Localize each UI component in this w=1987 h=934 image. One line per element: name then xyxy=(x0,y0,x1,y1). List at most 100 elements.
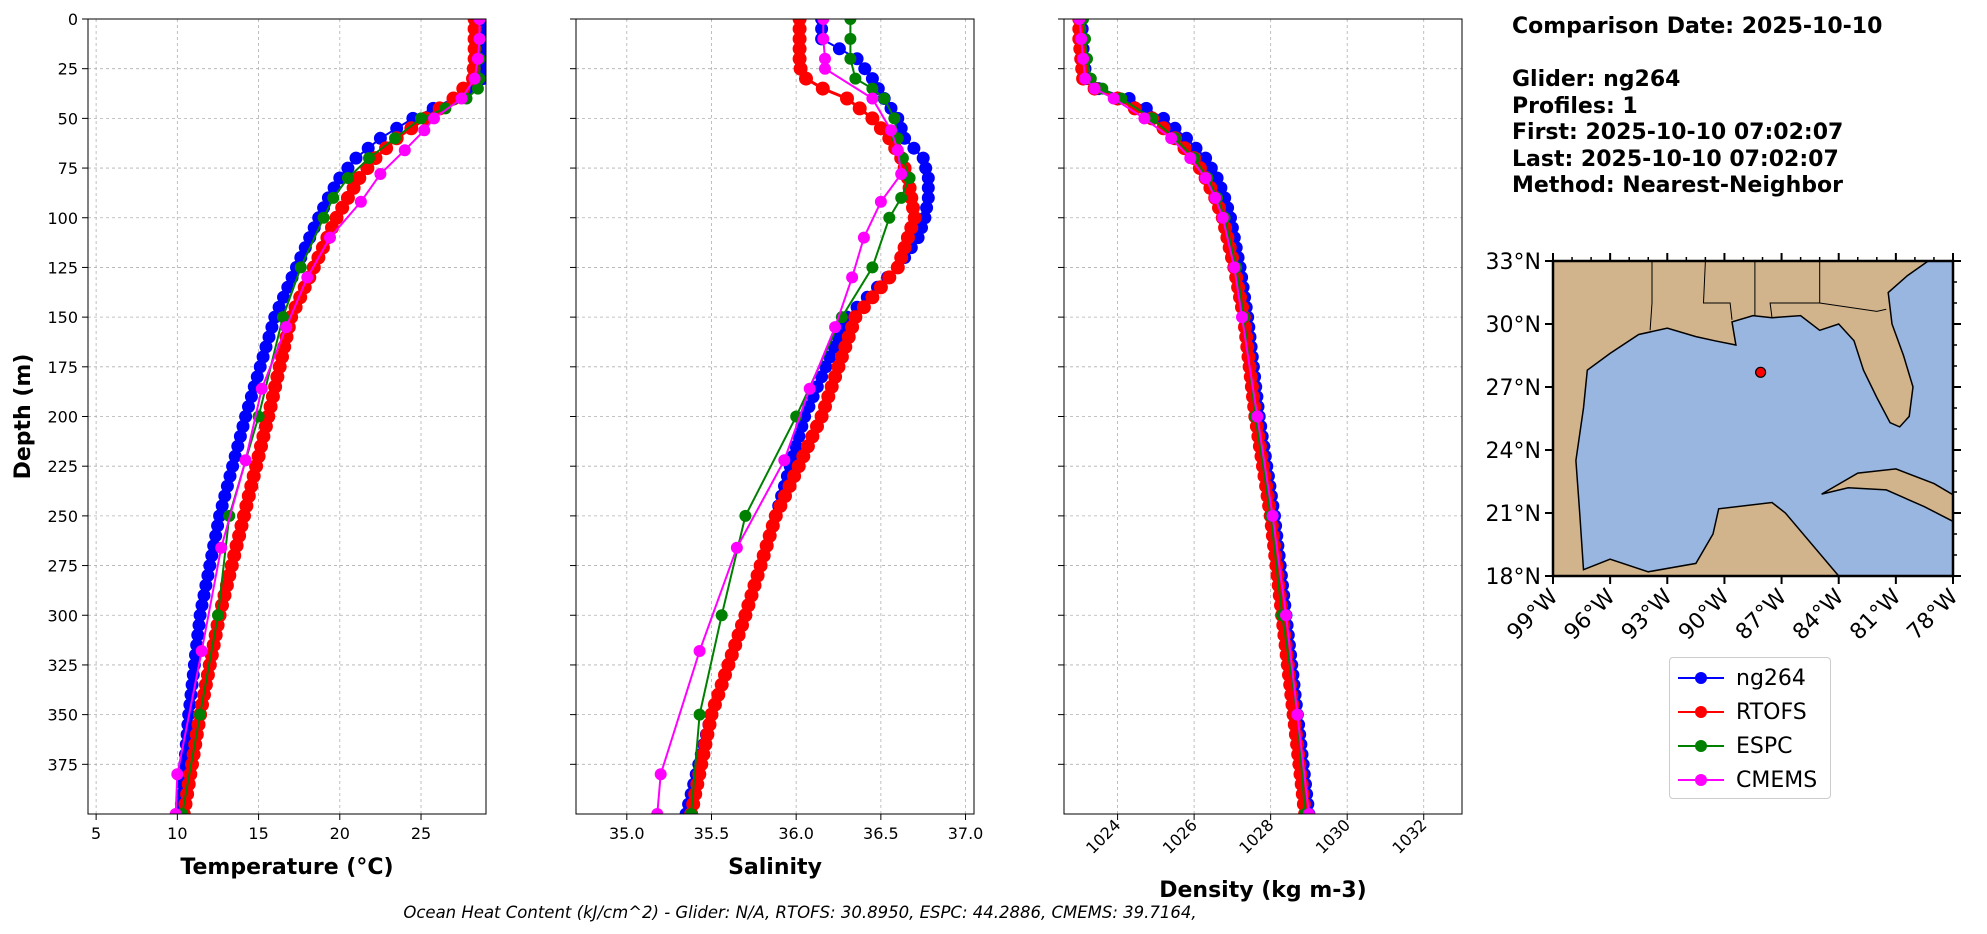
series-ng264-point xyxy=(361,141,375,155)
swatch-marker xyxy=(1695,774,1707,786)
series-cmems-point xyxy=(1075,32,1088,45)
x-axis-label: Temperature (°C) xyxy=(180,855,393,880)
state-border xyxy=(1769,261,1821,318)
cuba xyxy=(1821,468,1953,523)
swatch-marker xyxy=(1695,706,1707,718)
series-cmems-point xyxy=(1266,509,1279,522)
series-ng264-point xyxy=(259,340,273,354)
series-rtofs-point xyxy=(852,101,867,116)
series-ng264-point xyxy=(199,578,213,592)
series-ng264-point xyxy=(265,320,279,334)
series-cmems-point xyxy=(169,808,182,814)
series-ng264-point xyxy=(341,161,355,175)
lon-tick-label: 78°W xyxy=(1903,584,1964,645)
series-cmems-point xyxy=(239,454,252,467)
series-cmems-point xyxy=(651,808,664,814)
series-ng264-point xyxy=(191,628,205,642)
last-time: Last: 2025-10-10 07:02:07 xyxy=(1512,146,1839,172)
grid xyxy=(88,18,486,814)
series-espc-point xyxy=(878,92,891,105)
series-cmems-point xyxy=(874,195,887,208)
y-tick-label: 325 xyxy=(47,656,78,675)
lon-tick-label: 81°W xyxy=(1845,584,1906,645)
x-tick-label: 1032 xyxy=(1388,815,1430,857)
series-cmems-point xyxy=(829,321,842,334)
series-cmems-point xyxy=(846,271,859,284)
ocean xyxy=(1575,261,1953,576)
series-espc-point xyxy=(888,112,901,125)
series-ng264-point xyxy=(919,161,933,175)
series-rtofs-point xyxy=(1073,41,1088,56)
series-ng264-point xyxy=(226,459,240,473)
series-espc-point xyxy=(389,132,401,145)
series-ng264-point xyxy=(250,370,264,384)
lon-tick-label: 84°W xyxy=(1788,584,1849,645)
series-ng264-point xyxy=(242,400,255,414)
x-tick-label: 36.5 xyxy=(863,824,899,843)
lat-tick-label: 21°N xyxy=(1486,502,1541,527)
series-espc-point xyxy=(693,708,706,721)
series-cmems-point xyxy=(866,92,879,105)
series-ng264-point xyxy=(1168,121,1182,135)
series-cmems-point xyxy=(778,454,791,467)
series-cmems xyxy=(651,19,908,814)
series-rtofs-point xyxy=(865,111,880,126)
comparison-info: Comparison Date: 2025-10-10 Glider: ng26… xyxy=(1512,14,1882,200)
series-rtofs-point xyxy=(815,81,830,96)
y-tick-label: 100 xyxy=(47,209,78,228)
series-cmems-point xyxy=(471,52,484,65)
series-cmems-point xyxy=(819,62,831,75)
series-group xyxy=(169,19,486,814)
series-espc-point xyxy=(895,191,908,204)
x-tick-label: 20 xyxy=(330,824,350,843)
series-cmems-point xyxy=(885,124,897,137)
series-cmems xyxy=(169,19,486,814)
series-ng264-point xyxy=(201,569,215,582)
series-ng264-point xyxy=(195,598,209,612)
series-cmems-point xyxy=(301,271,314,284)
lat-tick-label: 27°N xyxy=(1486,376,1541,401)
series-espc-point xyxy=(844,32,857,45)
series-rtofs-point xyxy=(792,41,807,56)
lon-tick-label: 99°W xyxy=(1503,584,1564,645)
y-tick-label: 0 xyxy=(68,10,78,29)
series-ng264-point xyxy=(193,608,207,622)
x-tick-label: 15 xyxy=(248,824,268,843)
legend-entry-rtofs: RTOFS xyxy=(1678,695,1828,729)
state-border xyxy=(1649,261,1653,331)
series-espc-point xyxy=(341,172,354,184)
x-tick-label: 35.5 xyxy=(694,824,730,843)
series-espc-point xyxy=(715,609,728,622)
series-ng264-point xyxy=(223,469,237,483)
series-ng264-point xyxy=(815,370,829,384)
series-cmems-point xyxy=(895,168,908,180)
series-ng264-point xyxy=(373,131,387,145)
series-ng264-point xyxy=(236,419,250,433)
x-tick-label: 1028 xyxy=(1235,815,1277,857)
legend-label: ng264 xyxy=(1736,666,1806,691)
series-cmems-point xyxy=(693,645,706,657)
series-cmems-point xyxy=(1291,708,1304,721)
series-cmems-point xyxy=(418,124,431,137)
swatch-marker xyxy=(1695,672,1707,684)
series-espc-point xyxy=(883,211,896,224)
x-tick-label: 36.0 xyxy=(778,824,814,843)
glider-location-marker xyxy=(1755,366,1767,378)
series-rtofs-point xyxy=(840,91,854,106)
series-cmems-point xyxy=(817,19,830,25)
legend: ng264 RTOFS ESPC CMEMS xyxy=(1669,657,1831,799)
series-rtofs-point xyxy=(379,141,394,156)
series-group xyxy=(651,19,935,814)
series-ng264-point xyxy=(819,360,833,374)
profile-count: Profiles: 1 xyxy=(1512,93,1638,119)
legend-entry-ng264: ng264 xyxy=(1678,661,1828,695)
series-espc-point xyxy=(212,609,224,622)
series-cmems-point xyxy=(1216,211,1229,224)
series-cmems-point xyxy=(1073,19,1086,25)
series-rtofs-point xyxy=(882,270,897,285)
series-espc-point xyxy=(849,72,862,85)
series-ng264-point xyxy=(911,231,925,245)
y-tick-label: 150 xyxy=(47,308,78,327)
x-tick-label: 35.0 xyxy=(609,824,645,843)
